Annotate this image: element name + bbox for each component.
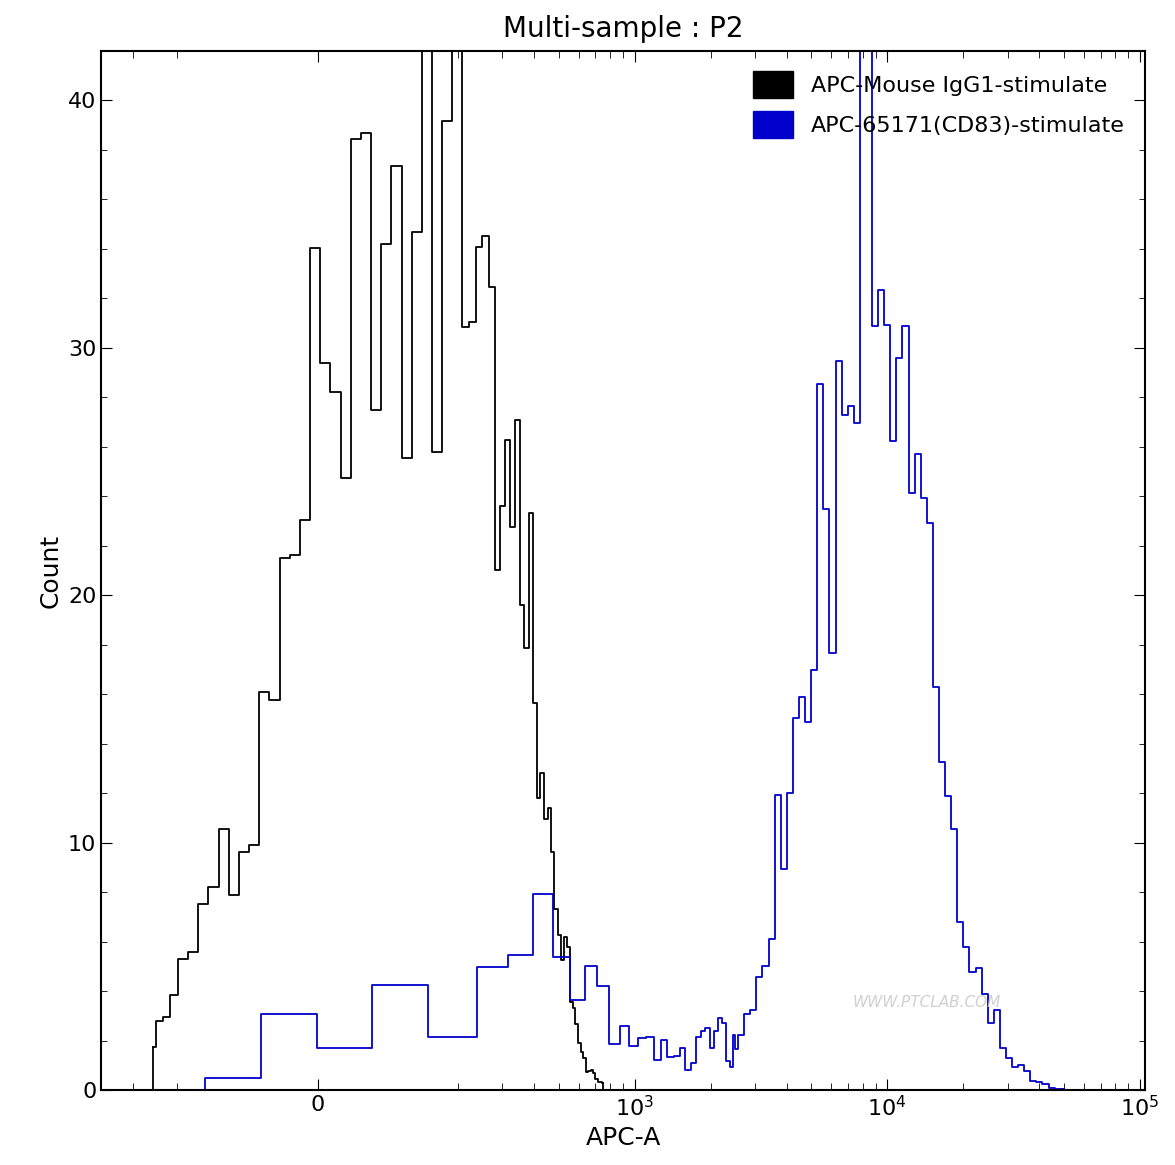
X-axis label: APC-A: APC-A [585, 1127, 660, 1150]
Title: Multi-sample : P2: Multi-sample : P2 [503, 15, 744, 43]
APC-65171(CD83)-stimulate [983, 1016, 998, 1030]
APC-Mouse IgG1-stimulate [349, 133, 363, 147]
APC-Mouse IgG1-stimulate [575, 1045, 589, 1059]
APC-Mouse IgG1-stimulate [572, 1037, 586, 1051]
APC-65171(CD83)-stimulate [700, 1022, 714, 1036]
APC-65171(CD83)-stimulate [1039, 1078, 1053, 1092]
APC-65171(CD83)-stimulate [972, 961, 986, 975]
APC-65171(CD83)-stimulate [597, 979, 611, 993]
APC-Mouse IgG1-stimulate [596, 1075, 610, 1089]
Line: APC-Mouse IgG1-stimulate: APC-Mouse IgG1-stimulate [153, 0, 603, 1082]
APC-Mouse IgG1-stimulate [501, 433, 515, 447]
Y-axis label: Count: Count [39, 534, 62, 608]
Legend: APC-Mouse IgG1-stimulate, APC-65171(CD83)-stimulate: APC-Mouse IgG1-stimulate, APC-65171(CD83… [745, 62, 1134, 147]
Text: WWW.PTCLAB.COM: WWW.PTCLAB.COM [853, 995, 1001, 1010]
APC-65171(CD83)-stimulate [1056, 1082, 1070, 1096]
APC-65171(CD83)-stimulate [899, 319, 913, 333]
APC-65171(CD83)-stimulate [170, 1083, 184, 1097]
APC-Mouse IgG1-stimulate [146, 1040, 160, 1054]
APC-Mouse IgG1-stimulate [298, 514, 313, 528]
Line: APC-65171(CD83)-stimulate: APC-65171(CD83)-stimulate [177, 0, 1063, 1090]
APC-Mouse IgG1-stimulate [227, 889, 241, 903]
